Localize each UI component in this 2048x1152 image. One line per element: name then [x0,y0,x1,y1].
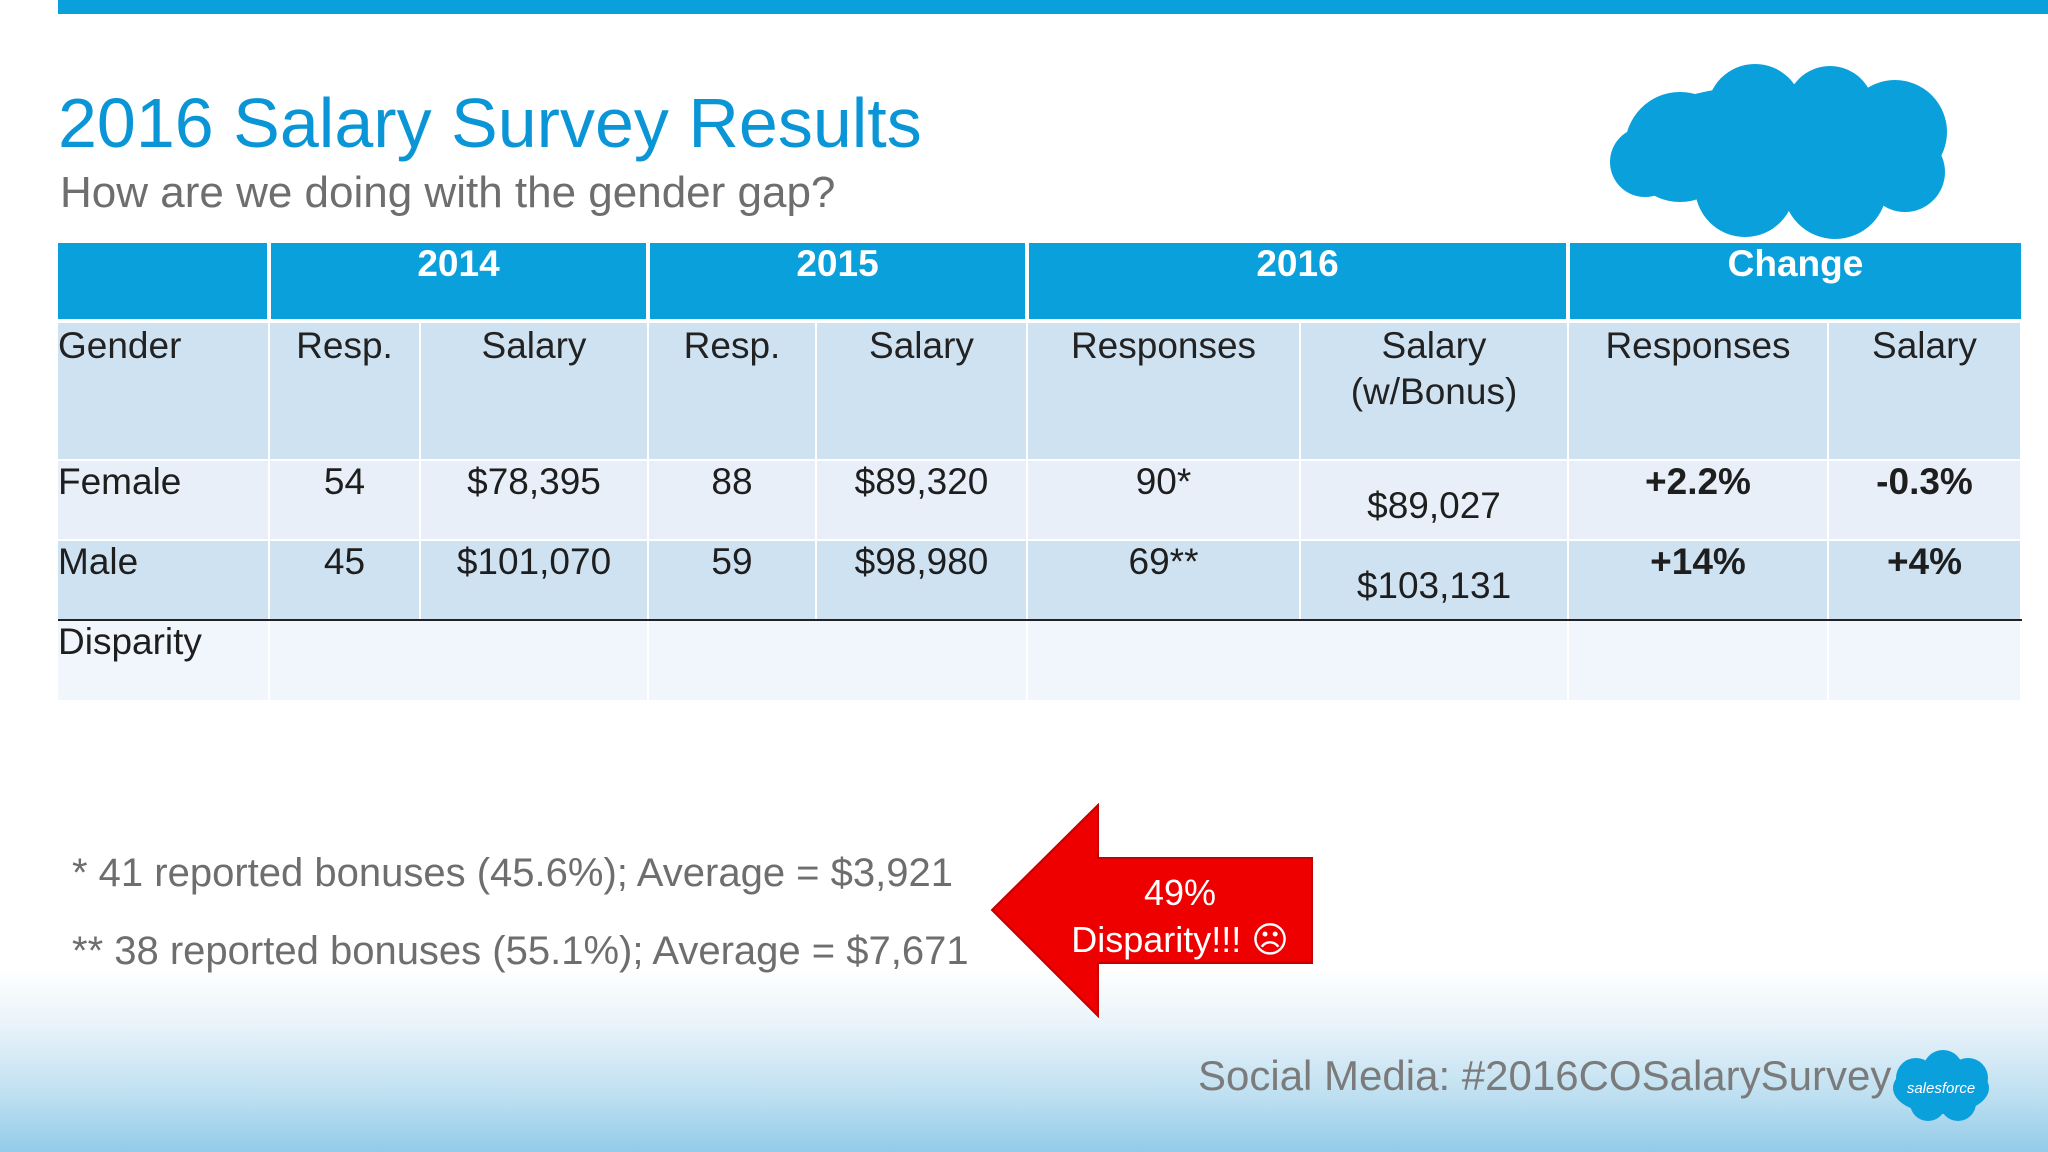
empty-cell [1568,620,1829,700]
table-row: Male 45 $101,070 59 $98,980 69** $103,13… [58,540,2022,621]
salary-2016-cell: $103,131 [1300,540,1569,621]
header-change: Change [1568,243,2021,323]
salesforce-logo: salesforce [1893,1050,1989,1121]
slide-title: 2016 Salary Survey Results [58,84,922,162]
footnote-female-bonus: * 41 reported bonuses (45.6%); Average =… [72,851,953,895]
cloud-icon [1610,64,1947,239]
salary-2015-cell: $89,320 [816,460,1028,541]
salary-2014-cell: $78,395 [420,460,649,541]
empty-cell [269,620,649,700]
resp-2016-cell: 90* [1027,460,1301,541]
logo-text: salesforce [1907,1080,1975,1097]
col-resp-2015: Resp. [648,321,817,461]
gender-cell: Male [58,540,270,621]
top-accent-bar [58,0,2048,14]
footnote-male-bonus: ** 38 reported bonuses (55.1%); Average … [72,929,969,973]
header-blank [58,243,271,323]
social-media-hashtag: Social Media: #2016COSalarySurvey [1198,1052,1892,1099]
left-arrow-callout [990,803,1313,1018]
slide-subtitle: How are we doing with the gender gap? [60,168,836,217]
gender-cell: Disparity [58,620,270,700]
year-header-row: 2014 2015 2016 Change [58,243,2021,323]
resp-2014-cell: 45 [269,540,421,621]
salary-2015-cell: $98,980 [816,540,1028,621]
col-change-salary: Salary [1828,321,2022,461]
resp-2016-cell: 69** [1027,540,1301,621]
disparity-callout: 49% Disparity!!! ☹ [1065,870,1295,964]
table-row: Disparity [58,620,2022,700]
column-header-row: Gender Resp. Salary Resp. Salary Respons… [58,321,2022,461]
col-resp-2014: Resp. [269,321,421,461]
change-resp-cell: +2.2% [1568,460,1829,541]
header-2014: 2014 [269,243,650,323]
salary-survey-table: 2014 2015 2016 Change Gender Resp. Salar… [58,243,2022,700]
salary-2014-cell: $101,070 [420,540,649,621]
table-row: Female 54 $78,395 88 $89,320 90* $89,027… [58,460,2022,541]
col-salary-bonus-2016: Salary (w/Bonus) [1300,321,1569,461]
col-change-responses: Responses [1568,321,1829,461]
resp-2015-cell: 59 [648,540,817,621]
salary-2016-cell: $89,027 [1300,460,1569,541]
col-salary-2014: Salary [420,321,649,461]
change-salary-cell: +4% [1828,540,2022,621]
empty-cell [1027,620,1569,700]
empty-cell [1828,620,2022,700]
col-responses-2016: Responses [1027,321,1301,461]
col-salary-2015: Salary [816,321,1028,461]
header-2016: 2016 [1027,243,1570,323]
empty-cell [648,620,1028,700]
change-resp-cell: +14% [1568,540,1829,621]
resp-2015-cell: 88 [648,460,817,541]
header-2015: 2015 [648,243,1029,323]
gender-cell: Female [58,460,270,541]
resp-2014-cell: 54 [269,460,421,541]
callout-label: Disparity!!! ☹ [1071,918,1289,960]
col-gender: Gender [58,321,270,461]
callout-percent: 49% [1143,872,1217,913]
change-salary-cell: -0.3% [1828,460,2022,541]
